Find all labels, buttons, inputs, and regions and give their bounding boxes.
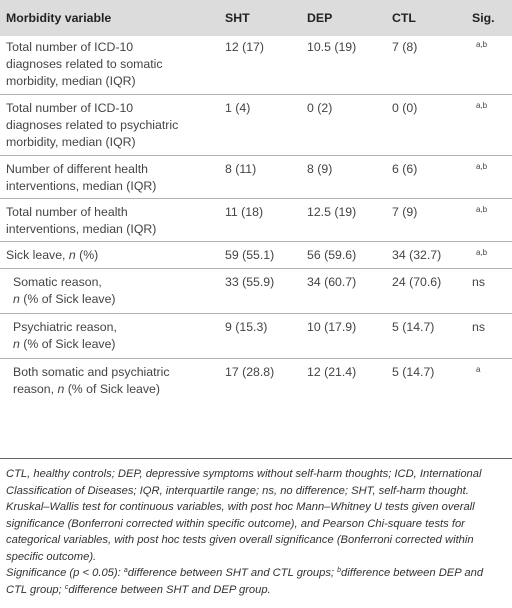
row-label: Somatic reason, n (% of Sick leave) [0, 267, 225, 313]
cell-sht: 9 (15.3) [225, 312, 307, 358]
cell-sig: a [468, 357, 512, 404]
cell-sig: a,b [468, 240, 512, 268]
label-line: Total number of health [6, 204, 128, 219]
cell-sht: 17 (28.8) [225, 357, 307, 404]
label-line: morbidity, median (IQR) [6, 74, 136, 88]
label-italic: n [57, 381, 65, 396]
header-ctl: CTL [392, 0, 468, 36]
header-variable: Morbidity variable [0, 0, 225, 36]
label-italic: n [13, 291, 20, 306]
cell-dep: 56 (59.6) [307, 240, 392, 268]
cell-sht: 11 (18) [225, 197, 307, 241]
table-row: Both somatic and psychiatric reason, n (… [0, 357, 512, 404]
label-text: Sick leave, [6, 247, 69, 262]
label-italic: n [68, 247, 76, 262]
label-line: diagnoses related to psychiatric [6, 117, 179, 132]
label-line: diagnoses related to somatic [6, 57, 163, 71]
table-row: Somatic reason, n (% of Sick leave) 33 (… [0, 267, 512, 313]
label-line: Number of different health [6, 161, 148, 176]
cell-dep: 10.5 (19) [307, 40, 357, 54]
cell-dep: 10 (17.9) [307, 312, 392, 358]
label-text: (% of Sick leave) [19, 336, 116, 351]
label-line: Somatic reason, [13, 274, 102, 289]
label-line: n (% of Sick leave) [13, 336, 225, 353]
label-line: Psychiatric reason, [13, 319, 117, 334]
label-line: n (% of Sick leave) [13, 291, 225, 308]
cell-ctl: 34 (32.7) [392, 240, 468, 268]
label-line: morbidity, median (IQR) [6, 134, 136, 149]
cell-dep: 12 (21.4) [307, 357, 392, 404]
cell-ctl: 5 (14.7) [392, 357, 468, 404]
header-sht: SHT [225, 0, 307, 36]
significance-intro: Significance (p < 0.05): [6, 567, 124, 579]
significance-c: difference between SHT and DEP group. [68, 583, 271, 596]
significance-b: difference between DEP and CTL group; [6, 567, 484, 596]
header-row: Morbidity variable SHT DEP CTL Sig. [0, 0, 512, 36]
label-text: (% of Sick leave) [19, 291, 116, 306]
row-label: Total number of ICD-10 diagnoses related… [0, 36, 225, 94]
table-row: Total number of ICD-10 diagnoses related… [0, 36, 512, 94]
row-label: Total number of ICD-10 diagnoses related… [0, 93, 225, 155]
cell-sig: ns [468, 267, 512, 313]
label-text: (% of Sick leave) [64, 381, 160, 396]
table-row: Number of different health interventions… [0, 154, 512, 198]
cell-sig: a,b [468, 154, 512, 198]
row-label: Psychiatric reason, n (% of Sick leave) [0, 312, 225, 358]
table-row: Sick leave, n (%) 59 (55.1) 56 (59.6) 34… [0, 240, 512, 268]
cell-sht: 33 (55.9) [225, 267, 307, 313]
cell-ctl: 0 (0) [392, 93, 468, 155]
row-label: Total number of health interventions, me… [0, 197, 225, 241]
table-footnotes: CTL, healthy controls; DEP, depressive s… [6, 466, 506, 598]
table-row: Total number of ICD-10 diagnoses related… [0, 93, 512, 155]
cell-dep: 34 (60.7) [307, 267, 392, 313]
superscript-c: c [64, 583, 69, 591]
table-bottom-rule [0, 458, 512, 459]
table-row: Total number of health interventions, me… [0, 197, 512, 241]
cell-ctl: 7 (8) [392, 40, 418, 54]
cell-ctl: 24 (70.6) [392, 267, 468, 313]
cell-sig: a,b [468, 93, 512, 155]
header-dep: DEP [307, 0, 392, 36]
label-line: reason, n (% of Sick leave) [13, 381, 225, 398]
cell-sht: 8 (11) [225, 154, 307, 198]
cell-sig: a,b [468, 197, 512, 241]
superscript-a: a [123, 567, 128, 574]
table-row: Psychiatric reason, n (% of Sick leave) … [0, 312, 512, 358]
footnote-significance: Significance (p < 0.05): adifference bet… [6, 565, 506, 598]
label-text: (%) [75, 247, 99, 262]
significance-a: difference between SHT and CTL groups; [127, 567, 338, 579]
row-label: Number of different health interventions… [0, 154, 225, 198]
row-label: Sick leave, n (%) [0, 240, 225, 268]
label-text: reason, [13, 381, 58, 396]
label-line: Total number of ICD-10 [6, 100, 134, 115]
footnote-tests: Kruskal–Wallis test for continuous varia… [6, 501, 475, 563]
cell-dep: 12.5 (19) [307, 197, 392, 241]
footnote-abbreviations: CTL, healthy controls; DEP, depressive s… [6, 468, 482, 497]
cell-sht: 1 (4) [225, 93, 307, 155]
label-line: Both somatic and psychiatric [13, 364, 170, 379]
cell-ctl: 5 (14.7) [392, 312, 468, 358]
label-italic: n [13, 336, 20, 351]
row-label: Both somatic and psychiatric reason, n (… [0, 357, 225, 404]
label-line: Total number of ICD-10 [6, 40, 134, 54]
cell-dep: 0 (2) [307, 93, 392, 155]
cell-sig: ns [468, 312, 512, 358]
cell-sht: 59 (55.1) [225, 240, 307, 268]
header-sig: Sig. [468, 0, 512, 36]
morbidity-table: Morbidity variable SHT DEP CTL Sig. Tota… [0, 0, 512, 404]
label-line: interventions, median (IQR) [6, 221, 157, 236]
cell-ctl: 6 (6) [392, 154, 468, 198]
superscript-b: b [337, 567, 342, 574]
label-line: interventions, median (IQR) [6, 178, 157, 193]
cell-sig: a,b [476, 40, 488, 49]
cell-ctl: 7 (9) [392, 197, 468, 241]
cell-dep: 8 (9) [307, 154, 392, 198]
cell-sht: 12 (17) [225, 40, 264, 54]
